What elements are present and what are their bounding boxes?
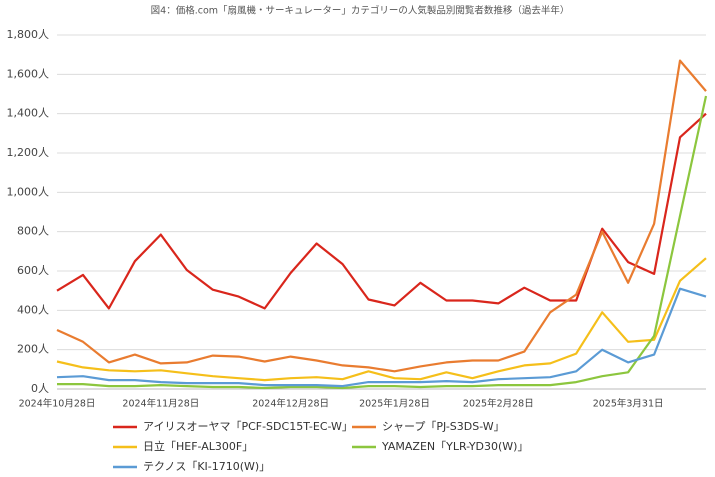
legend-label: テクノス「KI-1710(W)」: [143, 460, 270, 473]
y-tick-label: 1,600人: [7, 67, 50, 80]
y-tick-label: 200人: [17, 343, 49, 356]
series-line: [56, 287, 707, 388]
series-line: [56, 59, 707, 373]
legend-label: アイリスオーヤマ「PCF-SDC15T-EC-W」: [143, 420, 353, 433]
series-line: [56, 257, 707, 382]
y-tick-label: 1,800人: [7, 28, 50, 41]
x-tick-label: 2024年10月28日: [19, 398, 96, 410]
y-tick-label: 400人: [17, 303, 49, 316]
x-tick-label: 2025年2月28日: [463, 398, 534, 410]
chart-title: 図4：価格.com「扇風機・サーキュレーター」カテゴリーの人気製品別閲覧者数推移…: [151, 5, 570, 17]
y-tick-label: 600人: [17, 264, 49, 277]
legend-label: 日立「HEF-AL300F」: [143, 439, 253, 453]
x-tick-label: 2025年1月28日: [359, 398, 430, 410]
y-tick-label: 1,400人: [7, 107, 50, 120]
y-tick-label: 1,200人: [7, 146, 50, 159]
y-tick-label: 800人: [17, 225, 49, 238]
x-tick-label: 2025年3月31日: [593, 398, 664, 410]
legend-label: シャープ「PJ-S3DS-W」: [382, 420, 505, 433]
legend-label: YAMAZEN「YLR-YD30(W)」: [381, 440, 528, 453]
x-tick-label: 2024年11月28日: [122, 398, 199, 410]
series-line: [56, 112, 707, 310]
y-tick-label: 0人: [31, 382, 49, 395]
y-tick-label: 1,000人: [7, 185, 50, 198]
x-tick-label: 2024年12月28日: [252, 398, 329, 410]
series-line: [57, 95, 708, 390]
